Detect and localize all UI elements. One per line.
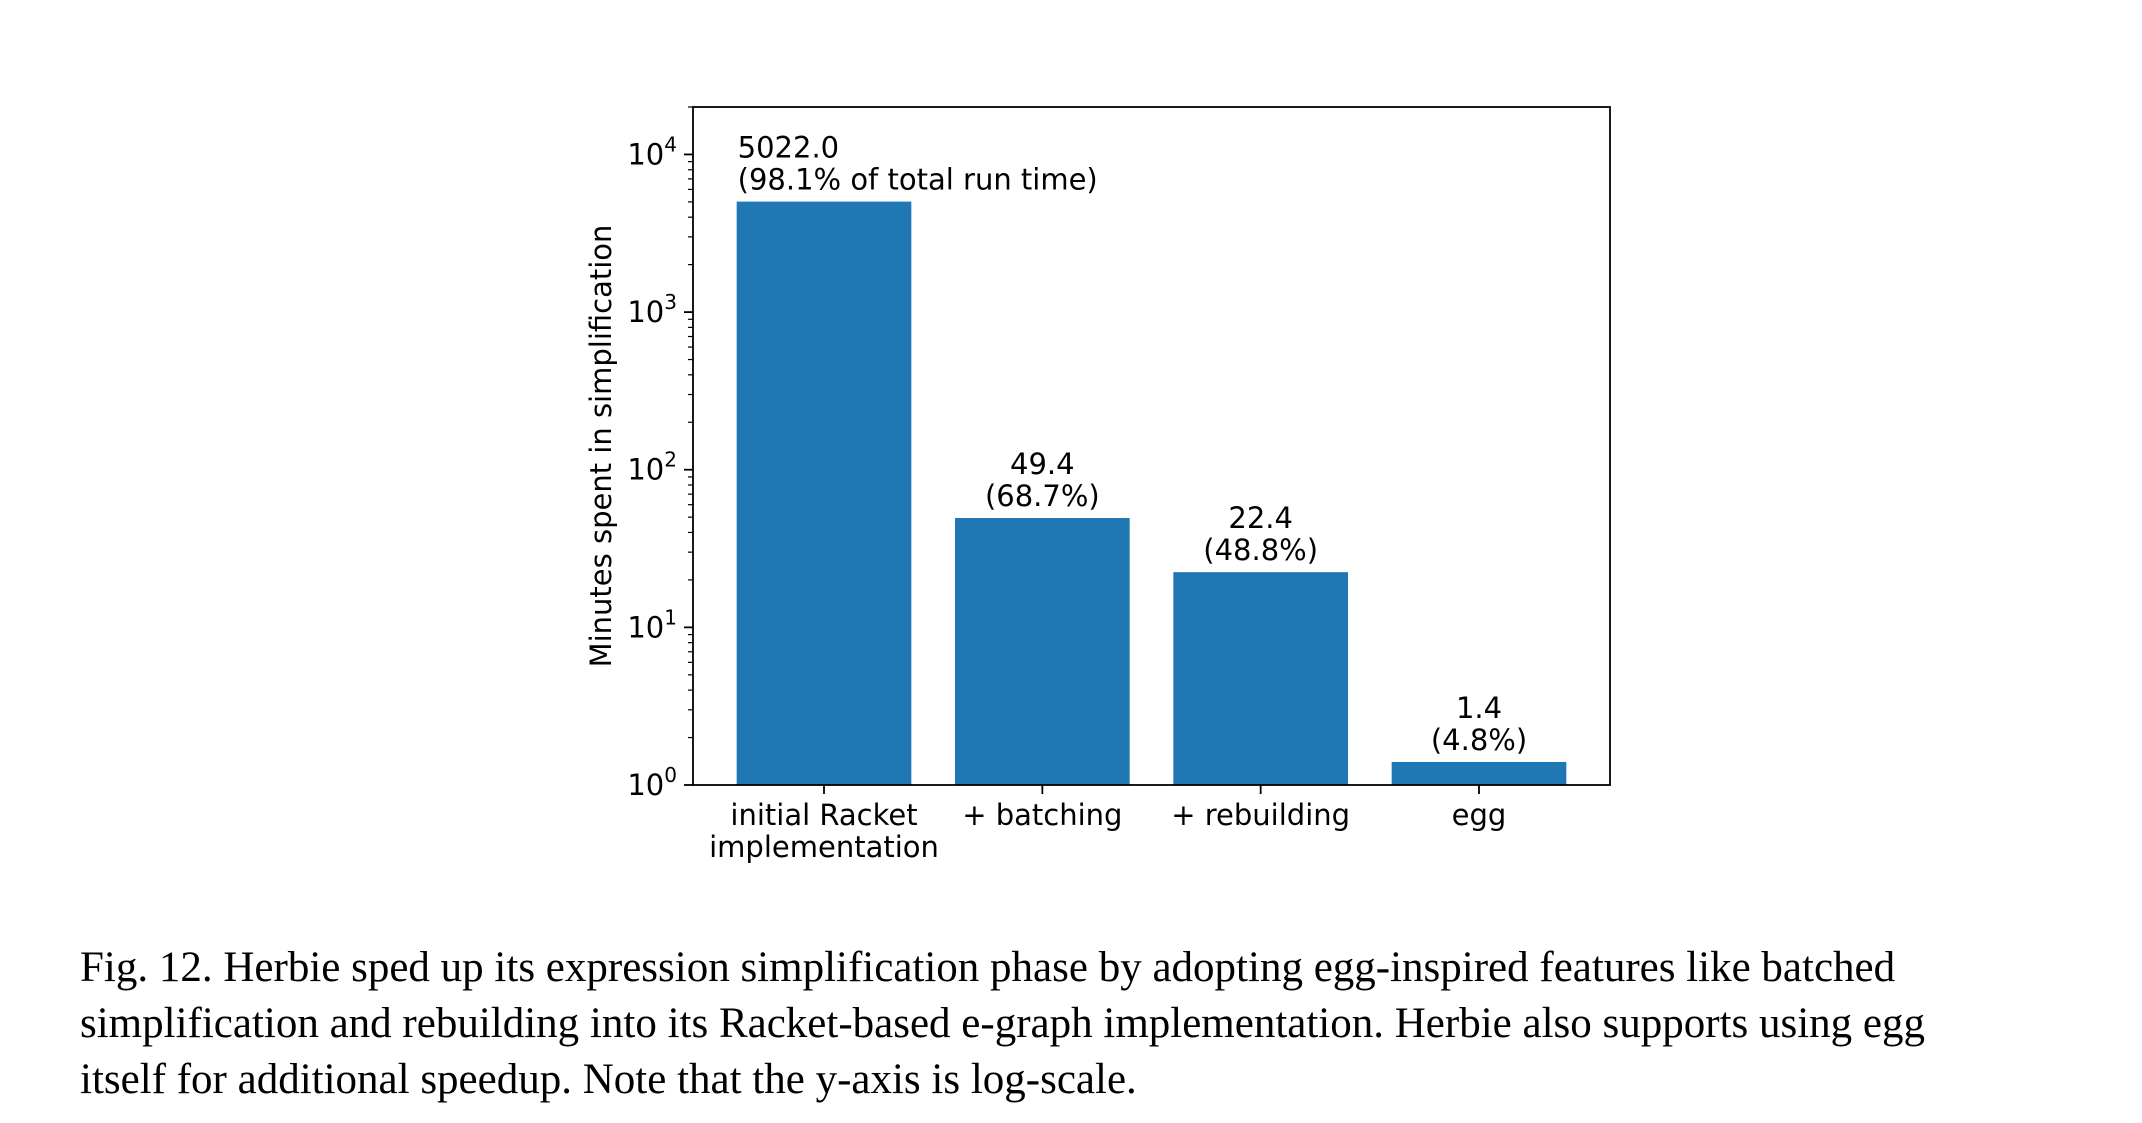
y-tick-label: 104 <box>627 132 677 171</box>
x-tick-label: + batching <box>962 798 1122 832</box>
y-tick-label: 100 <box>627 763 677 802</box>
y-axis-label: Minutes spent in simplification <box>584 225 618 668</box>
x-tick-label: + rebuilding <box>1171 798 1350 832</box>
bar-percent-label: (68.7%) <box>985 479 1100 513</box>
caption-line: Fig. 12. Herbie sped up its expression s… <box>80 944 1896 991</box>
bar-value-label: 22.4 <box>1228 501 1293 535</box>
bar-percent-label: (4.8%) <box>1431 723 1527 757</box>
bar-percent-label: (98.1% of total run time) <box>738 163 1098 197</box>
bar-chart-figure: 5022.0 (98.1% of total run time) 49.4 (68.7… <box>584 106 1611 864</box>
y-tick-label: 103 <box>627 290 677 329</box>
bar <box>1391 761 1567 785</box>
plot-frame <box>692 106 1611 786</box>
caption-line: simplification and rebuilding into its R… <box>80 1000 1926 1047</box>
bar-chart: 5022.0(98.1% of total run time) 49.4(68.7… <box>584 106 1611 864</box>
bar <box>955 518 1130 785</box>
x-tick-label: egg <box>1452 798 1507 832</box>
bar-labels-layer: 5022.0(98.1% of total run time) 49.4(68.7… <box>738 131 1527 757</box>
bar-value-label: 5022.0 <box>738 131 839 165</box>
bars-layer <box>736 201 1567 786</box>
figure-caption: Fig. 12. Herbie sped up its expression s… <box>80 940 2140 1108</box>
bar-value-label: 1.4 <box>1456 691 1502 725</box>
x-tick-label: initial Racket <box>730 798 917 832</box>
bar <box>1173 572 1348 785</box>
bar-percent-label: (48.8%) <box>1203 533 1318 567</box>
x-tick-label: implementation <box>709 830 939 864</box>
bar-value-label: 49.4 <box>1010 447 1075 481</box>
y-tick-label: 102 <box>627 448 677 487</box>
y-tick-label: 101 <box>627 605 677 644</box>
caption-line: itself for additional speedup. Note that… <box>80 1056 1137 1103</box>
bar <box>736 201 912 786</box>
